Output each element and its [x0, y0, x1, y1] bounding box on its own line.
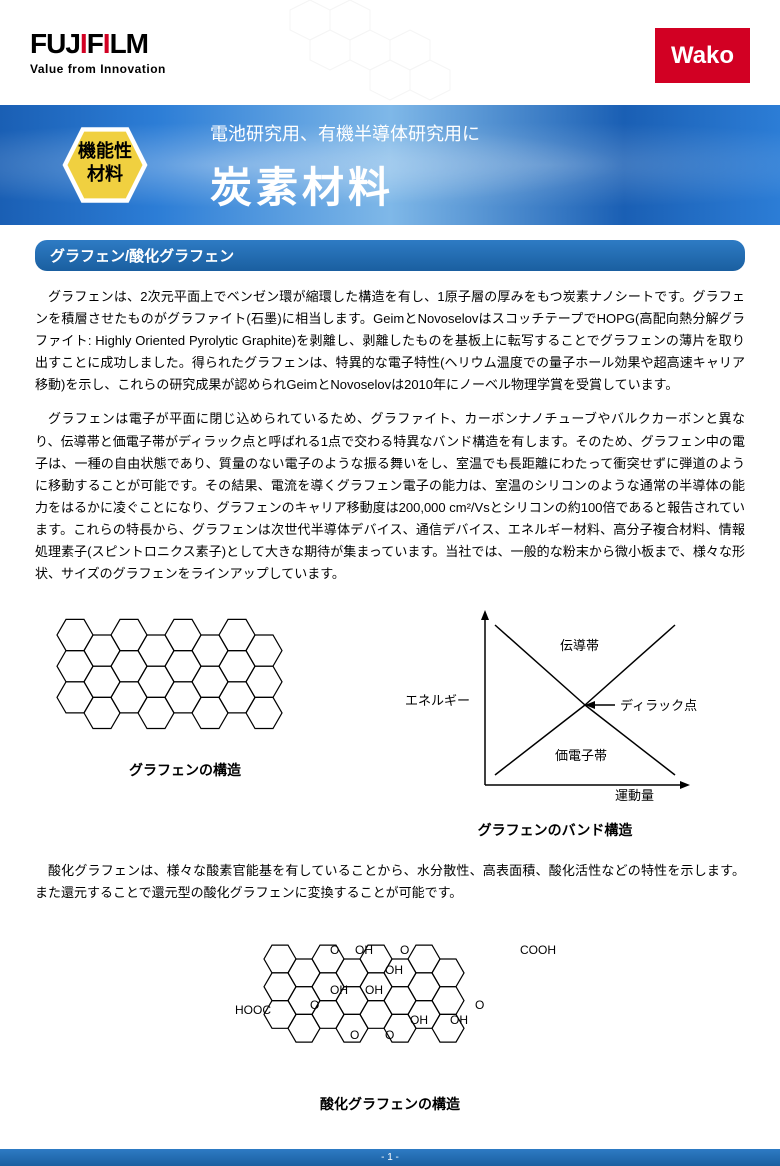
- svg-text:O: O: [350, 1028, 359, 1042]
- svg-text:OH: OH: [410, 1013, 428, 1027]
- page-header: FUJIFILM Value from Innovation Wako: [0, 0, 780, 105]
- paragraph-1: グラフェンは、2次元平面上でベンゼン環が縮環した構造を有し、1原子層の厚みをもつ…: [35, 286, 745, 396]
- header-hex-pattern: [260, 0, 540, 105]
- svg-text:O: O: [385, 1028, 394, 1042]
- svg-text:O: O: [330, 943, 339, 957]
- category-badge-text: 機能性 材料: [60, 140, 150, 187]
- svg-text:OH: OH: [450, 1013, 468, 1027]
- svg-text:OH: OH: [355, 943, 373, 957]
- svg-text:COOH: COOH: [520, 943, 556, 957]
- logo-tagline: Value from Innovation: [30, 62, 166, 76]
- content-area: グラフェン/酸化グラフェン グラフェンは、2次元平面上でベンゼン環が縮環した構造…: [0, 225, 780, 1149]
- svg-text:O: O: [310, 998, 319, 1012]
- badge-line1: 機能性: [78, 141, 132, 161]
- diagrams-row: グラフェンの構造 伝導帯 ディラック点 価電子帯 運動量 エネルギー グラフェン: [35, 605, 745, 840]
- graphene-caption: グラフェンの構造: [35, 760, 335, 780]
- title-banner: 機能性 材料 電池研究用、有機半導体研究用に 炭素材料: [0, 105, 780, 225]
- graphene-oxide-svg: HOOCCOOHOHOHOHOHOHOHOOOOOO: [200, 919, 580, 1079]
- svg-text:O: O: [475, 998, 484, 1012]
- fujifilm-logo: FUJIFILM Value from Innovation: [30, 28, 166, 76]
- band-caption: グラフェンのバンド構造: [365, 820, 745, 840]
- title-block: 電池研究用、有機半導体研究用に 炭素材料: [210, 120, 480, 215]
- svg-text:OH: OH: [365, 983, 383, 997]
- svg-text:O: O: [400, 943, 409, 957]
- band-structure-diagram: 伝導帯 ディラック点 価電子帯 運動量 エネルギー グラフェンのバンド構造: [365, 605, 745, 840]
- logo-main: FUJIFILM: [30, 28, 166, 60]
- page-footer: - 1 -: [0, 1149, 780, 1166]
- svg-text:HOOC: HOOC: [235, 1003, 271, 1017]
- graphene-oxide-diagram: HOOCCOOHOHOHOHOHOHOHOOOOOO 酸化グラフェンの構造: [35, 919, 745, 1114]
- badge-line2: 材料: [87, 164, 123, 184]
- oxide-caption: 酸化グラフェンの構造: [35, 1094, 745, 1114]
- paragraph-2: グラフェンは電子が平面に閉じ込められているため、グラファイト、カーボンナノチュー…: [35, 408, 745, 585]
- svg-text:OH: OH: [330, 983, 348, 997]
- band-structure-svg: 伝導帯 ディラック点 価電子帯 運動量 エネルギー: [385, 605, 725, 805]
- title-subtitle: 電池研究用、有機半導体研究用に: [210, 120, 480, 146]
- dirac-point-label: ディラック点: [620, 698, 697, 713]
- conduction-band-label: 伝導帯: [560, 638, 599, 653]
- paragraph-3: 酸化グラフェンは、様々な酸素官能基を有していることから、水分散性、高表面積、酸化…: [35, 860, 745, 904]
- wako-logo: Wako: [655, 28, 750, 83]
- title-main-text: 炭素材料: [210, 154, 480, 215]
- graphene-structure-diagram: グラフェンの構造: [35, 605, 335, 780]
- section-header: グラフェン/酸化グラフェン: [35, 240, 745, 271]
- graphene-hex-svg: [45, 605, 325, 745]
- valence-band-label: 価電子帯: [555, 748, 607, 763]
- energy-label: エネルギー: [405, 693, 470, 708]
- svg-text:OH: OH: [385, 963, 403, 977]
- momentum-label: 運動量: [615, 788, 654, 803]
